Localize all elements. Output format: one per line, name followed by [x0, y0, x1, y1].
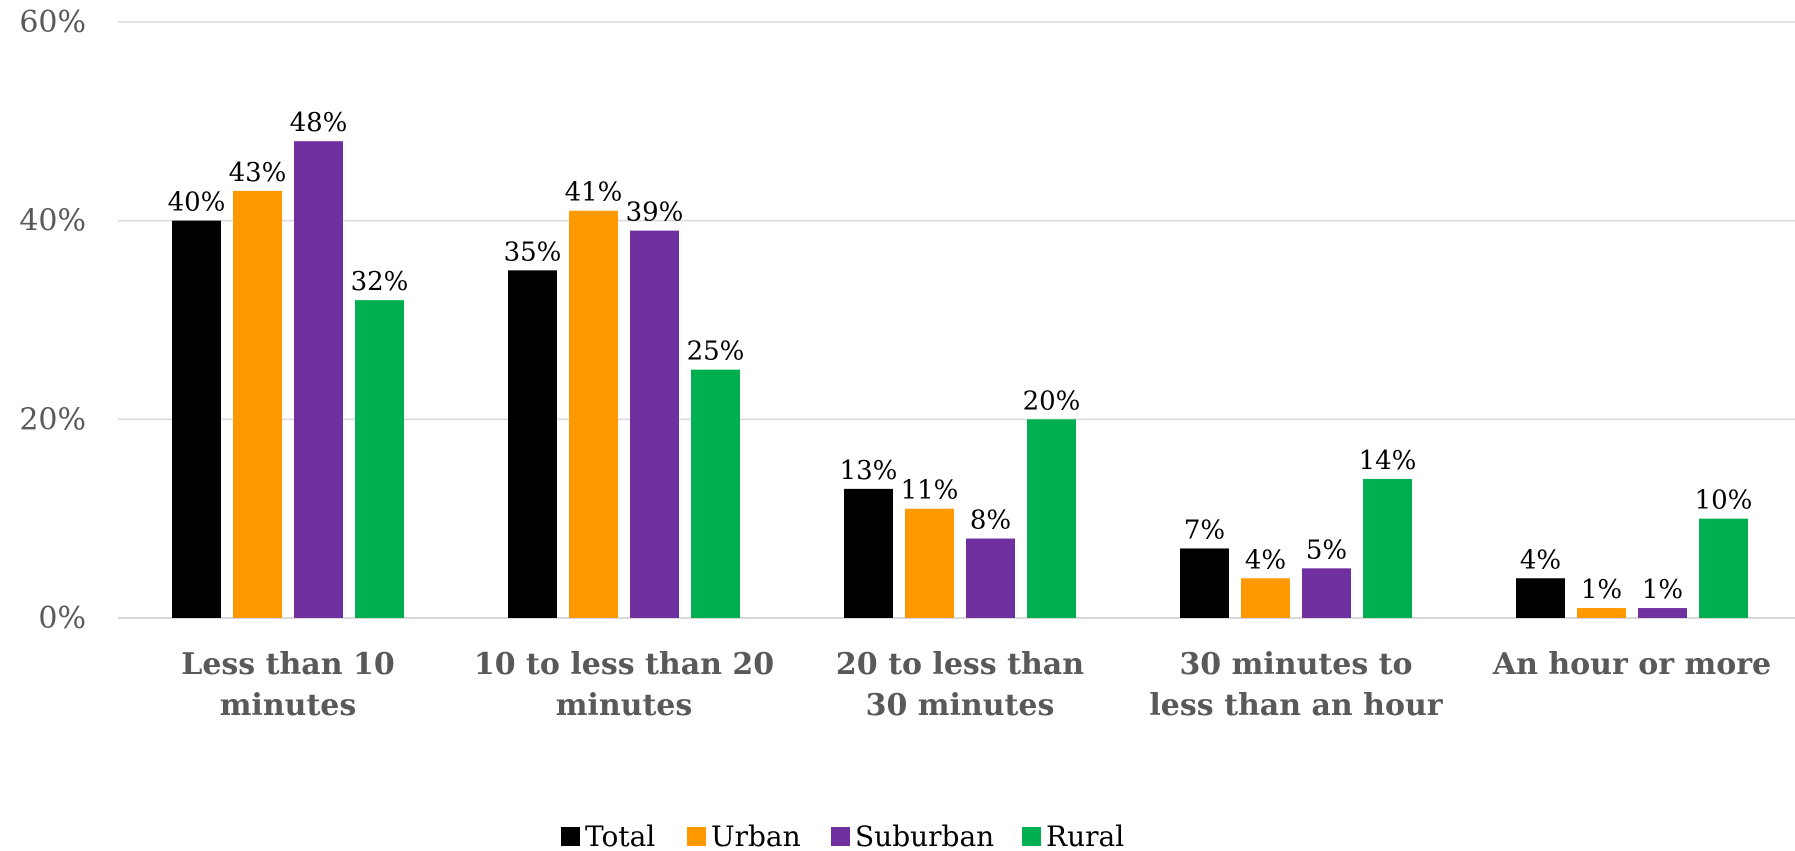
legend-label: Urban: [711, 820, 801, 851]
legend-swatch: [1022, 827, 1041, 846]
bar-rural: [1027, 419, 1076, 618]
legend: Total Urban Suburban Rural: [561, 820, 1124, 851]
y-tick-label: 20%: [19, 402, 86, 437]
data-label: 5%: [1306, 535, 1347, 565]
data-label: 48%: [290, 108, 348, 138]
bar-suburban: [1302, 568, 1351, 618]
data-label: 41%: [565, 178, 623, 208]
data-label: 43%: [229, 158, 287, 188]
data-label: 25%: [687, 337, 745, 367]
data-label: 4%: [1245, 545, 1286, 575]
bar-rural: [691, 369, 740, 618]
category-label: An hour or more: [1492, 647, 1771, 682]
bar-urban: [1241, 578, 1290, 618]
data-label: 13%: [840, 456, 898, 486]
bar-total: [844, 488, 893, 618]
bar-total: [1180, 548, 1229, 618]
legend-swatch: [831, 827, 850, 846]
legend-label: Suburban: [855, 820, 994, 851]
legend-label: Total: [585, 820, 655, 851]
legend-item-total: Total: [561, 820, 655, 851]
bar-suburban: [630, 230, 679, 618]
data-label: 11%: [901, 476, 959, 506]
category-label: Less than 10 minutes: [181, 647, 395, 723]
bar-urban: [905, 508, 954, 618]
data-label: 8%: [970, 506, 1011, 536]
data-label: 35%: [504, 237, 562, 267]
data-label: 14%: [1359, 446, 1417, 476]
bar-urban: [1577, 608, 1626, 618]
legend-item-suburban: Suburban: [831, 820, 994, 851]
y-tick-label: 60%: [19, 5, 86, 40]
data-label: 39%: [626, 198, 684, 228]
y-tick-label: 40%: [19, 204, 86, 239]
data-label: 20%: [1023, 386, 1081, 416]
bar-total: [1516, 578, 1565, 618]
data-label: 32%: [351, 267, 409, 297]
bar-suburban: [1638, 608, 1687, 618]
bar-rural: [1363, 478, 1412, 618]
data-label: 4%: [1520, 545, 1561, 575]
y-axis-tick-labels: 0% 20% 40% 60%: [19, 5, 86, 636]
data-label: 1%: [1581, 575, 1622, 605]
data-label: 7%: [1184, 515, 1225, 545]
y-tick-label: 0%: [38, 601, 86, 636]
data-label: 10%: [1695, 486, 1753, 516]
bar-suburban: [966, 538, 1015, 618]
bar-total: [508, 270, 557, 618]
legend-label: Rural: [1046, 820, 1124, 851]
legend-swatch: [561, 827, 580, 846]
bar-rural: [355, 300, 404, 618]
data-label: 1%: [1642, 575, 1683, 605]
bar-total: [172, 220, 221, 618]
bar-urban: [569, 210, 618, 618]
bar-rural: [1699, 518, 1748, 618]
legend-swatch: [687, 827, 706, 846]
legend-item-urban: Urban: [687, 820, 801, 851]
category-label: 20 to less than 30 minutes: [836, 647, 1084, 723]
data-labels: 40%43%48% 32% 35%41%39% 25% 13%11% 8% 20% 7% 4% 5…: [168, 108, 1753, 605]
category-label: 30 minutes to less than an hour: [1149, 647, 1443, 723]
legend-item-rural: Rural: [1022, 820, 1124, 851]
data-label: 40%: [168, 188, 226, 218]
bar-suburban: [294, 141, 343, 618]
bar-urban: [233, 190, 282, 618]
bars: [172, 141, 1748, 618]
x-axis-category-labels: Less than 10 minutes 10 to less than 20 min…: [181, 647, 1771, 723]
category-label: 10 to less than 20 minutes: [474, 647, 774, 723]
